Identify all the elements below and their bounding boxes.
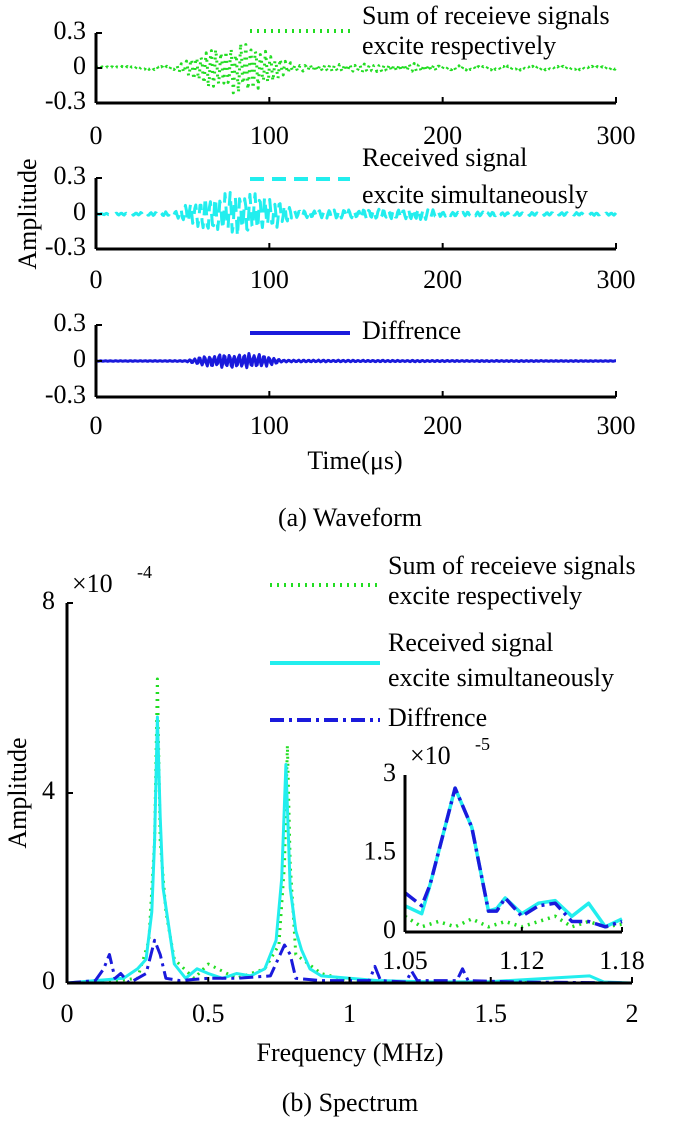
x-tick-label: 200 (423, 265, 462, 294)
x-tick-label: 100 (250, 265, 289, 294)
x-tick-label: 100 (250, 121, 289, 150)
inset-series-1 (404, 786, 623, 929)
y-axis-label: Amplitude (3, 737, 32, 848)
y-tick-label: 8 (42, 586, 55, 615)
x-tick-label: 200 (423, 121, 462, 150)
legend-label: Sum of receieve signals (388, 551, 636, 580)
inset-x-tick-label: 1.05 (382, 946, 428, 975)
y-tick-label: -0.3 (45, 380, 86, 409)
y-tick-label: -0.3 (45, 232, 86, 261)
inset-y-multiplier: ×10 (410, 741, 451, 770)
x-tick-label: 2 (626, 999, 639, 1028)
y-tick-label: -0.3 (45, 86, 86, 115)
x-tick-label: 0 (90, 121, 103, 150)
y-multiplier: ×10 (72, 569, 113, 598)
y-tick-label: 0.3 (54, 308, 87, 337)
legend-label: Received signal (388, 628, 553, 657)
x-tick-label: 1 (343, 999, 356, 1028)
x-tick-label: 100 (250, 411, 289, 440)
x-tick-label: 300 (597, 265, 636, 294)
inset-y-exponent: -5 (475, 734, 490, 754)
legend-label: excite respectively (362, 31, 556, 60)
waveform-series-1 (95, 191, 618, 238)
y-tick-label: 0 (73, 51, 86, 80)
x-tick-label: 0 (90, 411, 103, 440)
x-tick-label: 200 (423, 411, 462, 440)
legend-label: Diffrence (362, 316, 461, 345)
inset-x-tick-label: 1.18 (599, 946, 645, 975)
y-tick-label: 0 (73, 197, 86, 226)
x-tick-label: 0.5 (192, 999, 225, 1028)
y-tick-label: 4 (42, 776, 55, 805)
legend-label: excite respectively (388, 581, 582, 610)
inset-x-tick-label: 1.12 (499, 946, 545, 975)
y-exponent: -4 (137, 562, 152, 582)
x-axis-label: Frequency (MHz) (257, 1038, 444, 1067)
x-tick-label: 300 (597, 411, 636, 440)
inset-y-tick-label: 1.5 (364, 836, 397, 865)
x-axis-label: Time(μs) (307, 446, 402, 475)
legend-label: excite simultaneously (362, 180, 588, 209)
caption: (a) Waveform (278, 503, 422, 532)
spectrum-series-2 (66, 938, 633, 985)
x-tick-label: 300 (597, 121, 636, 150)
caption: (b) Spectrum (282, 1088, 418, 1117)
legend-label: Sum of receieve signals (362, 1, 610, 30)
inset-y-tick-label: 3 (383, 758, 396, 787)
y-tick-label: 0.3 (54, 161, 87, 190)
x-tick-label: 1.5 (475, 999, 508, 1028)
y-tick-label: 0 (73, 344, 86, 373)
inset-y-tick-label: 0 (383, 915, 396, 944)
waveform-series-2 (95, 352, 617, 370)
legend-label: excite simultaneously (388, 663, 614, 692)
x-tick-label: 0 (90, 265, 103, 294)
legend-label: Received signal (362, 143, 527, 172)
y-axis-label: Amplitude (13, 158, 42, 269)
y-tick-label: 0.3 (54, 16, 87, 45)
inset-series-0 (404, 914, 623, 929)
y-tick-label: 0 (42, 966, 55, 995)
legend-label: Diffrence (388, 703, 487, 732)
x-tick-label: 0 (61, 999, 74, 1028)
